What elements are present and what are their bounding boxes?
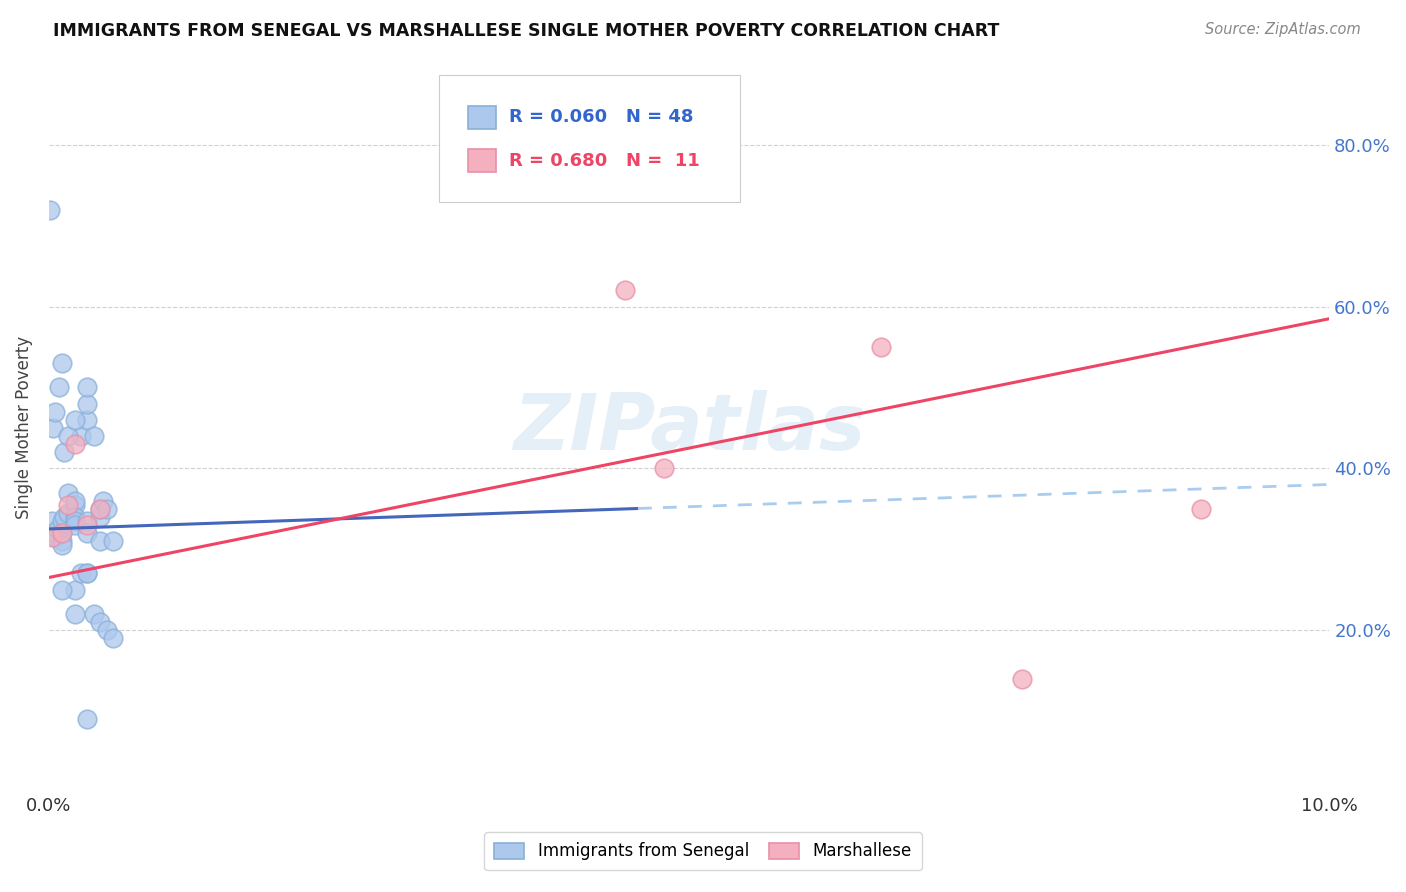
- Point: [614, 284, 637, 298]
- Point: [83, 429, 105, 443]
- Point: [91, 493, 114, 508]
- Point: [76, 514, 98, 528]
- Text: Source: ZipAtlas.com: Source: ZipAtlas.com: [1205, 22, 1361, 37]
- Point: [53, 445, 76, 459]
- Point: [89, 501, 111, 516]
- Point: [76, 566, 98, 581]
- Point: [51, 582, 73, 597]
- Bar: [468, 149, 496, 172]
- Point: [76, 380, 98, 394]
- Point: [76, 712, 98, 726]
- Text: ZIPatlas: ZIPatlas: [513, 390, 865, 466]
- Point: [89, 509, 111, 524]
- Point: [44, 530, 66, 544]
- Point: [42, 526, 65, 541]
- Point: [83, 607, 105, 621]
- Point: [39, 202, 62, 217]
- Point: [63, 437, 86, 451]
- Point: [51, 514, 73, 528]
- Point: [76, 566, 98, 581]
- Point: [1011, 672, 1033, 686]
- Point: [46, 522, 69, 536]
- Point: [56, 498, 79, 512]
- Point: [76, 526, 98, 541]
- Text: IMMIGRANTS FROM SENEGAL VS MARSHALLESE SINGLE MOTHER POVERTY CORRELATION CHART: IMMIGRANTS FROM SENEGAL VS MARSHALLESE S…: [53, 22, 1000, 40]
- Bar: [468, 105, 496, 128]
- Point: [42, 421, 65, 435]
- Legend: Immigrants from Senegal, Marshallese: Immigrants from Senegal, Marshallese: [485, 832, 921, 871]
- Point: [652, 461, 675, 475]
- Point: [63, 582, 86, 597]
- Point: [63, 514, 86, 528]
- Point: [51, 526, 73, 541]
- Point: [70, 429, 93, 443]
- FancyBboxPatch shape: [440, 75, 741, 202]
- Point: [41, 530, 63, 544]
- Y-axis label: Single Mother Poverty: Single Mother Poverty: [15, 336, 32, 519]
- Point: [89, 534, 111, 549]
- Point: [89, 501, 111, 516]
- Point: [70, 566, 93, 581]
- Point: [63, 413, 86, 427]
- Point: [44, 405, 66, 419]
- Point: [63, 509, 86, 524]
- Point: [870, 340, 893, 354]
- Point: [63, 493, 86, 508]
- Point: [101, 534, 124, 549]
- Text: R = 0.680   N =  11: R = 0.680 N = 11: [509, 152, 699, 169]
- Point: [41, 514, 63, 528]
- Point: [51, 526, 73, 541]
- Point: [76, 396, 98, 410]
- Point: [56, 506, 79, 520]
- Point: [63, 498, 86, 512]
- Point: [51, 356, 73, 370]
- Point: [101, 631, 124, 645]
- Point: [51, 534, 73, 549]
- Point: [56, 485, 79, 500]
- Point: [63, 517, 86, 532]
- Point: [89, 615, 111, 629]
- Point: [56, 429, 79, 443]
- Point: [96, 501, 118, 516]
- Point: [76, 517, 98, 532]
- Point: [96, 623, 118, 637]
- Point: [1189, 501, 1212, 516]
- Point: [53, 509, 76, 524]
- Point: [63, 607, 86, 621]
- Point: [76, 413, 98, 427]
- Point: [48, 380, 70, 394]
- Point: [51, 538, 73, 552]
- Text: R = 0.060   N = 48: R = 0.060 N = 48: [509, 108, 693, 126]
